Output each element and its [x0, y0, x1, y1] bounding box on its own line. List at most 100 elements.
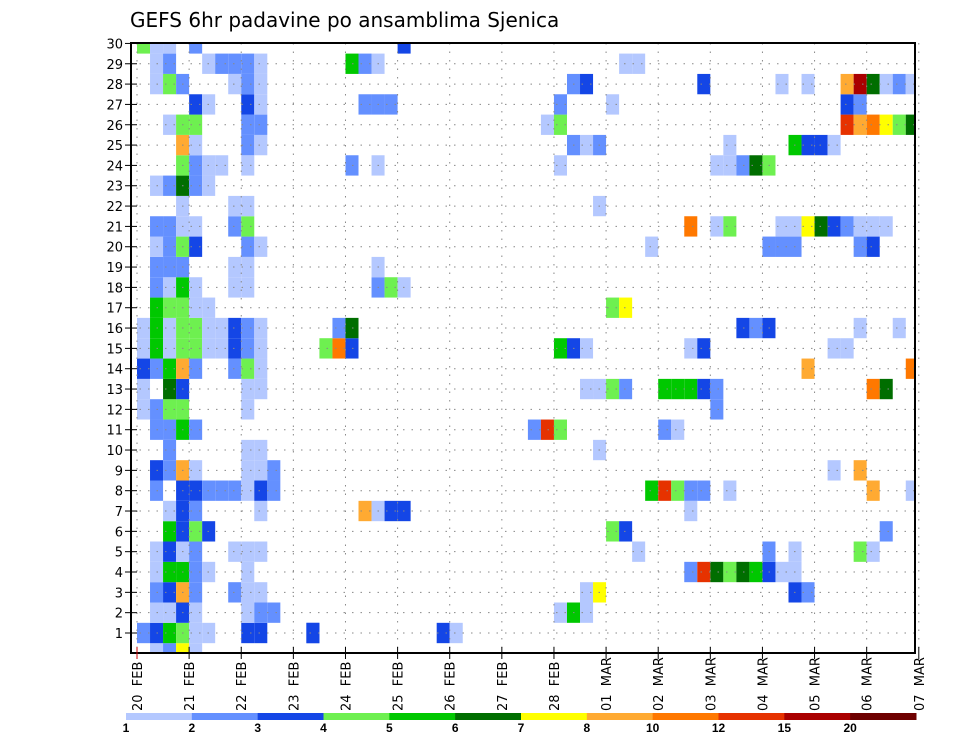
- x-tick-label: 25 FEB: [392, 662, 407, 711]
- heatmap-cell: [254, 134, 268, 156]
- heatmap-cell: [527, 419, 541, 440]
- colorbar-swatch: [784, 713, 851, 720]
- colorbar-label: 4: [320, 721, 327, 735]
- heatmap-cell: [879, 521, 893, 542]
- heatmap-cell: [189, 134, 203, 156]
- heatmap-cell: [697, 480, 711, 501]
- heatmap-cell: [228, 216, 242, 237]
- heatmap-cell: [345, 338, 359, 359]
- heatmap-cell: [267, 602, 281, 623]
- x-tick-label: 07 MAR: [913, 657, 928, 711]
- heatmap-cell: [801, 73, 815, 95]
- heatmap-cell: [853, 541, 867, 562]
- y-tick-label: 23: [106, 180, 123, 195]
- colorbar-label: 8: [583, 721, 590, 735]
- heatmap-cell: [736, 155, 750, 176]
- heatmap-cell: [684, 378, 698, 400]
- heatmap-cell: [267, 460, 281, 481]
- heatmap-cell: [814, 134, 828, 156]
- y-tick-label: 28: [106, 78, 123, 93]
- heatmap-cell: [553, 94, 567, 115]
- heatmap-cell: [580, 582, 594, 603]
- chart-title: GEFS 6hr padavine po ansamblima Sjenica: [130, 8, 559, 32]
- heatmap-cell: [697, 561, 711, 583]
- x-tick-label: 01 MAR: [600, 657, 615, 711]
- y-tick-label: 6: [115, 525, 123, 540]
- heatmap-cell: [358, 94, 372, 115]
- y-tick-label: 16: [106, 322, 123, 337]
- heatmap-cell: [254, 358, 268, 379]
- heatmap-cell: [580, 134, 594, 156]
- heatmap-cell: [553, 419, 567, 440]
- heatmap-cell: [254, 602, 268, 623]
- heatmap-cell: [840, 216, 854, 237]
- heatmap-cell: [879, 216, 893, 237]
- heatmap-cell: [553, 602, 567, 623]
- heatmap-cell: [332, 317, 346, 339]
- heatmap-cell: [436, 622, 450, 644]
- heatmap-cell: [553, 114, 567, 135]
- colorbar-label: 15: [778, 721, 792, 735]
- heatmap-cell: [606, 94, 620, 115]
- heatmap-cell: [710, 155, 724, 176]
- heatmap-cell: [254, 500, 268, 522]
- heatmap-cell: [241, 358, 255, 379]
- heatmap-cell: [189, 643, 203, 653]
- heatmap-cell: [853, 94, 867, 115]
- heatmap-cell: [163, 521, 177, 542]
- heatmap-cell: [163, 439, 177, 461]
- heatmap-cell: [163, 53, 177, 74]
- heatmap-cell: [853, 236, 867, 257]
- heatmap-cell: [905, 480, 915, 501]
- heatmap-cell: [254, 73, 268, 95]
- heatmap-cell: [254, 480, 268, 501]
- y-tick-label: 7: [115, 505, 123, 520]
- heatmap-cell: [384, 94, 398, 115]
- heatmap-cell: [137, 622, 151, 644]
- heatmap-cell: [241, 73, 255, 95]
- heatmap-cell: [189, 500, 203, 522]
- heatmap-cell: [775, 236, 789, 257]
- heatmap-cell: [189, 277, 203, 298]
- heatmap-cell: [710, 399, 724, 420]
- heatmap-cell: [306, 622, 320, 644]
- heatmap-cell: [189, 155, 203, 176]
- heatmap-cell: [580, 73, 594, 95]
- heatmap-cell: [801, 134, 815, 156]
- heatmap-cell: [619, 53, 633, 74]
- heatmap-cell: [163, 358, 177, 379]
- heatmap-cell: [163, 541, 177, 562]
- heatmap-cell: [384, 500, 398, 522]
- heatmap-cell: [189, 561, 203, 583]
- heatmap-cell: [840, 73, 854, 95]
- heatmap-cell: [163, 378, 177, 400]
- heatmap-cell: [332, 338, 346, 359]
- heatmap-cell: [645, 236, 659, 257]
- heatmap-cell: [137, 43, 151, 54]
- heatmap-cell: [241, 94, 255, 115]
- heatmap-cell: [163, 582, 177, 603]
- heatmap-cell: [163, 602, 177, 623]
- colorbar-swatch: [850, 713, 917, 720]
- colorbar-swatch: [323, 713, 390, 720]
- heatmap-cell: [866, 541, 880, 562]
- heatmap-cell: [215, 317, 229, 339]
- heatmap-cell: [163, 73, 177, 95]
- heatmap-cell: [163, 175, 177, 196]
- y-tick-label: 19: [106, 261, 123, 276]
- heatmap-cell: [163, 622, 177, 644]
- heatmap-cell: [254, 94, 268, 115]
- heatmap-cell: [671, 378, 685, 400]
- colorbar-label: 3: [254, 721, 261, 735]
- heatmap-cell: [658, 480, 672, 501]
- heatmap-cell: [163, 338, 177, 359]
- heatmap-cell: [254, 114, 268, 135]
- heatmap-cell: [840, 338, 854, 359]
- heatmap-cell: [241, 236, 255, 257]
- heatmap-cell: [254, 53, 268, 74]
- heatmap-cell: [580, 338, 594, 359]
- x-tick-label: 04 MAR: [756, 657, 771, 711]
- heatmap-cell: [241, 53, 255, 74]
- heatmap-cell: [163, 256, 177, 278]
- heatmap-cell: [163, 643, 177, 653]
